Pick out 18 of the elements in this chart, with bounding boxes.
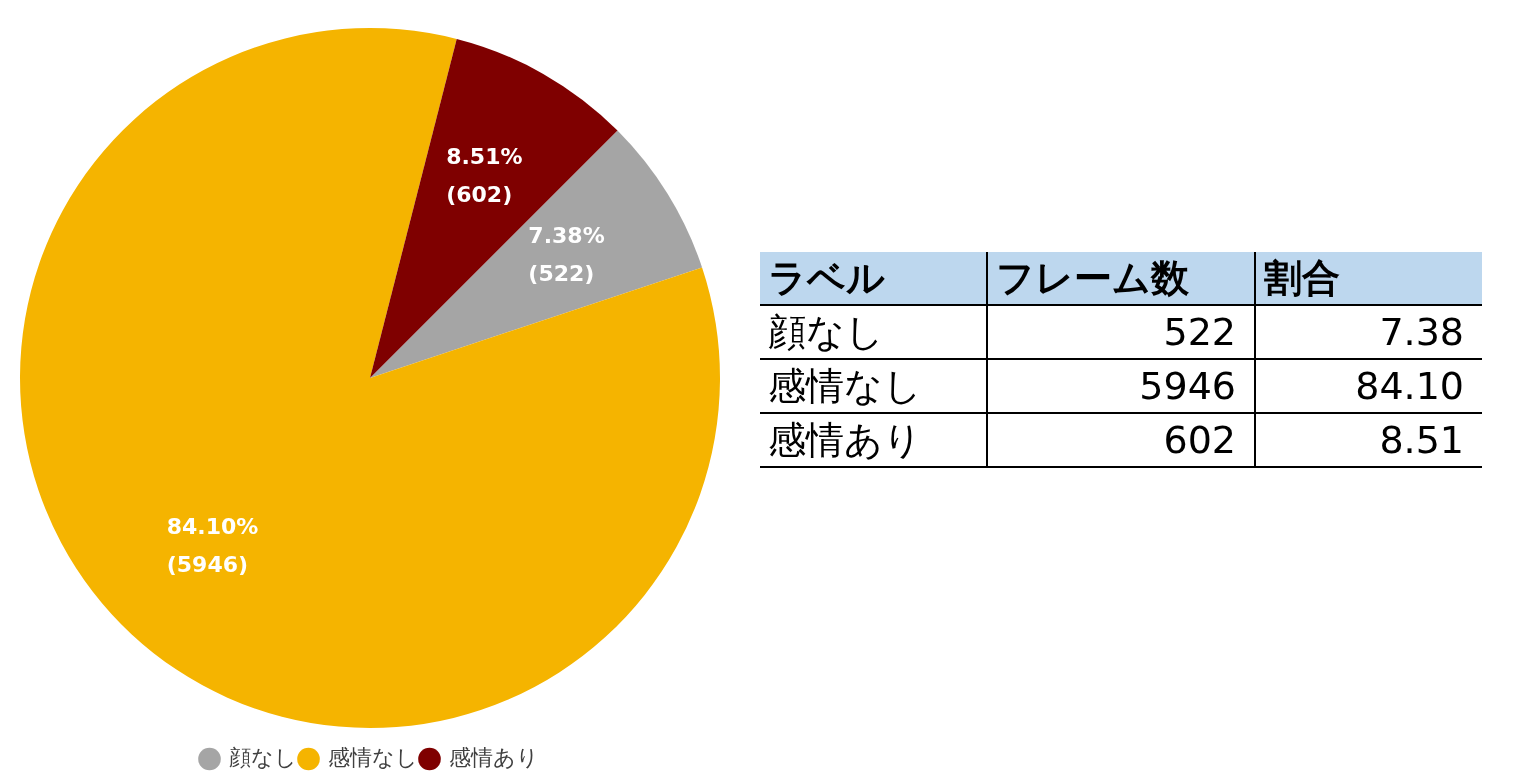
text: 7.38 [1255, 305, 1482, 359]
legend-label: 顔なし [228, 744, 297, 770]
legend-label: 感情あり [448, 744, 539, 770]
text: 8.51 [1255, 413, 1482, 467]
text: 522 [987, 305, 1255, 359]
text: 感情あり [760, 413, 987, 467]
text: 5946 [987, 359, 1255, 413]
text: 割合 [1255, 252, 1482, 305]
legend-label: 感情なし [327, 744, 418, 770]
text: 602 [987, 413, 1255, 467]
data-label: 7.38% (522) [528, 223, 605, 287]
text: 感情なし [760, 359, 987, 413]
text: 84.10 [1255, 359, 1482, 413]
text: ラベル [760, 252, 987, 305]
data-label: 84.10% (5946) [166, 513, 259, 577]
text: フレーム数 [987, 252, 1255, 305]
text: 顔なし [760, 305, 987, 359]
data-label: 8.51% (602) [446, 144, 523, 208]
